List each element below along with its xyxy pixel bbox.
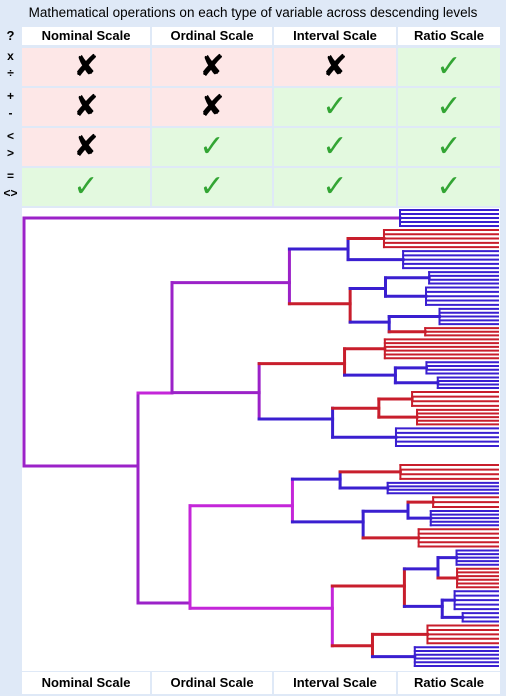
check-icon: ✓: [322, 169, 348, 204]
footer-interval: Interval Scale: [274, 672, 396, 694]
cell-interval-row3: ✓: [274, 128, 396, 166]
footer-nominal: Nominal Scale: [22, 672, 150, 694]
check-icon: ✓: [436, 49, 462, 84]
op-symbol: >: [6, 146, 14, 160]
row-label-compare: < >: [0, 128, 21, 162]
cross-icon: ✘: [322, 49, 348, 84]
header-interval: Interval Scale: [274, 27, 396, 45]
cell-ratio-row1: ✓: [398, 48, 500, 86]
figure-title: Mathematical operations on each type of …: [28, 5, 478, 20]
cell-nominal-row1: ✘: [22, 48, 150, 86]
cell-nominal-row2: ✘: [22, 88, 150, 126]
row-label-add-subtract: + -: [0, 88, 21, 122]
cell-nominal-row4: ✓: [22, 168, 150, 206]
cell-ratio-row3: ✓: [398, 128, 500, 166]
cell-ordinal-row1: ✘: [152, 48, 272, 86]
check-icon: ✓: [436, 169, 462, 204]
cell-interval-row2: ✓: [274, 88, 396, 126]
cell-ordinal-row2: ✘: [152, 88, 272, 126]
cell-ordinal-row4: ✓: [152, 168, 272, 206]
header-nominal: Nominal Scale: [22, 27, 150, 45]
op-symbol: +: [6, 89, 14, 103]
check-icon: ✓: [199, 129, 225, 164]
footer-ratio: Ratio Scale: [398, 672, 500, 694]
op-symbol: =: [6, 169, 14, 183]
cross-icon: ✘: [199, 89, 225, 124]
check-icon: ✓: [322, 129, 348, 164]
header-ordinal: Ordinal Scale: [152, 27, 272, 45]
cell-ratio-row4: ✓: [398, 168, 500, 206]
op-symbol: <: [6, 129, 14, 143]
corner-label: ?: [6, 28, 15, 43]
cell-ordinal-row3: ✓: [152, 128, 272, 166]
op-symbol: ÷: [7, 66, 14, 80]
cross-icon: ✘: [73, 49, 99, 84]
check-icon: ✓: [436, 129, 462, 164]
cross-icon: ✘: [73, 89, 99, 124]
check-icon: ✓: [199, 169, 225, 204]
cell-interval-row1: ✘: [274, 48, 396, 86]
cross-icon: ✘: [199, 49, 225, 84]
footer-ordinal: Ordinal Scale: [152, 672, 272, 694]
op-symbol: <>: [3, 186, 18, 200]
check-icon: ✓: [322, 89, 348, 124]
row-label-equality: = <>: [0, 168, 21, 202]
cell-nominal-row3: ✘: [22, 128, 150, 166]
op-symbol: -: [8, 106, 13, 120]
row-label-multiply-divide: x ÷: [0, 48, 21, 82]
dendrogram-panel: [22, 208, 500, 671]
op-symbol: x: [7, 49, 14, 63]
check-icon: ✓: [73, 169, 99, 204]
header-ratio: Ratio Scale: [398, 27, 500, 45]
cross-icon: ✘: [73, 129, 99, 164]
cell-ratio-row2: ✓: [398, 88, 500, 126]
check-icon: ✓: [436, 89, 462, 124]
cell-interval-row4: ✓: [274, 168, 396, 206]
dendrogram: [22, 209, 499, 667]
